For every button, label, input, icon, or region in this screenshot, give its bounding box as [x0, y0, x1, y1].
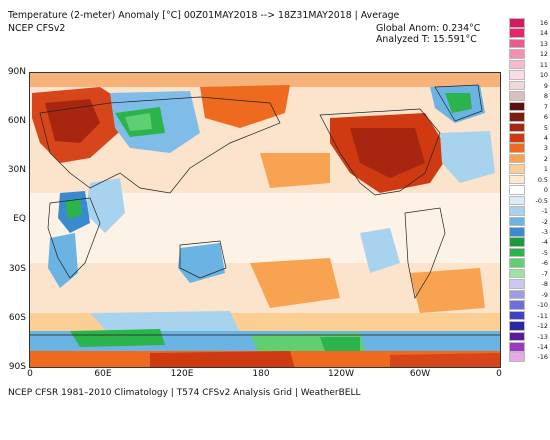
lat-label-30n: 30N [7, 165, 26, 175]
legend-swatch [509, 153, 525, 164]
legend-swatch [509, 28, 525, 39]
legend-swatch [509, 70, 525, 80]
lat-label-30s: 30S [8, 264, 26, 274]
legend-label: -11 [537, 311, 548, 320]
lat-label-60s: 60S [8, 313, 26, 323]
legend-label: 0 [543, 186, 548, 195]
legend-swatch [509, 195, 525, 206]
legend-swatch [509, 49, 525, 59]
legend-label: -1 [541, 207, 548, 216]
legend-label: 13 [539, 39, 548, 48]
legend-label: 6 [543, 113, 548, 122]
legend-label: -3 [541, 228, 548, 236]
legend-swatch [509, 268, 525, 279]
legend-swatch [509, 38, 525, 49]
legend-label: 12 [539, 50, 548, 59]
lat-label-eq: EQ [13, 214, 26, 224]
lat-label-90s: 90S [8, 362, 26, 372]
model-source: NCEP CFSv2 [8, 23, 66, 34]
lon-label-120e: 120E [170, 369, 194, 379]
legend-swatch [509, 341, 525, 352]
lon-label-0: 0 [27, 369, 33, 379]
legend-label: -14 [537, 342, 548, 351]
legend-swatch [509, 122, 525, 133]
legend-swatch [509, 237, 525, 248]
legend-label: -8 [541, 280, 548, 289]
analyzed-temperature-readout: Analyzed T: 15.591°C [376, 34, 477, 45]
legend-swatch [509, 321, 525, 331]
legend-label: 5 [543, 123, 548, 132]
legend-label: 0.5 [537, 175, 548, 184]
legend-label: -16 [537, 353, 548, 362]
lon-label-180: 180 [252, 369, 270, 379]
legend-swatch [509, 289, 525, 300]
legend-swatch [509, 300, 525, 310]
legend-swatch [509, 258, 525, 268]
footer-credits: NCEP CFSR 1981–2010 Climatology | T574 C… [8, 388, 361, 398]
legend-swatch [509, 18, 525, 28]
legend-swatch [509, 279, 525, 289]
lon-label-120w: 120W [327, 369, 355, 379]
lat-label-90n: 90N [7, 67, 26, 77]
legend-label: 9 [543, 81, 548, 90]
legend-swatch [509, 206, 525, 216]
legend-swatch [509, 331, 525, 342]
legend-label: -5 [541, 248, 548, 257]
legend-label: -7 [541, 269, 548, 278]
legend-swatch [509, 185, 525, 195]
legend-swatch [509, 132, 525, 143]
legend-label: 1 [543, 165, 548, 174]
lon-label-60w: 60W [409, 369, 431, 379]
anomaly-map-graphic [30, 73, 500, 367]
lon-label-0-east: 0 [496, 369, 502, 379]
legend-label: 4 [543, 133, 548, 142]
anomaly-map [29, 72, 501, 368]
legend-swatch [509, 174, 525, 185]
lon-label-60e: 60E [94, 369, 112, 379]
legend-swatch [509, 247, 525, 258]
legend-swatch [509, 164, 525, 174]
legend-label: 2 [543, 154, 548, 163]
legend-label: -13 [537, 332, 548, 341]
legend-label: 7 [543, 102, 548, 111]
global-anomaly-readout: Global Anom: 0.234°C [376, 23, 481, 34]
legend-label: -6 [541, 259, 548, 268]
legend-swatch [509, 91, 525, 101]
legend-label: 10 [539, 71, 548, 80]
legend-swatch [509, 310, 525, 321]
legend-label: 11 [539, 60, 548, 69]
legend-label: -4 [541, 238, 548, 247]
legend-label: -10 [537, 301, 548, 310]
legend-label: -12 [537, 322, 548, 331]
legend-swatch [509, 80, 525, 91]
legend-swatch [509, 227, 525, 237]
legend-label: 14 [539, 29, 548, 38]
legend-swatch [509, 216, 525, 227]
map-title: Temperature (2-meter) Anomaly [°C] 00Z01… [8, 10, 400, 21]
legend-swatch [509, 143, 525, 153]
legend-label: -0.5 [535, 196, 548, 205]
legend-label: 3 [543, 144, 548, 153]
legend-label: -2 [541, 217, 548, 226]
legend-swatch [509, 352, 525, 362]
legend-swatch [509, 112, 525, 122]
legend-label: 16 [539, 19, 548, 27]
legend-swatch [509, 59, 525, 70]
legend-label: -9 [541, 290, 548, 299]
legend-label: 8 [543, 92, 548, 101]
legend-swatch [509, 101, 525, 112]
lat-label-60n: 60N [7, 116, 26, 126]
